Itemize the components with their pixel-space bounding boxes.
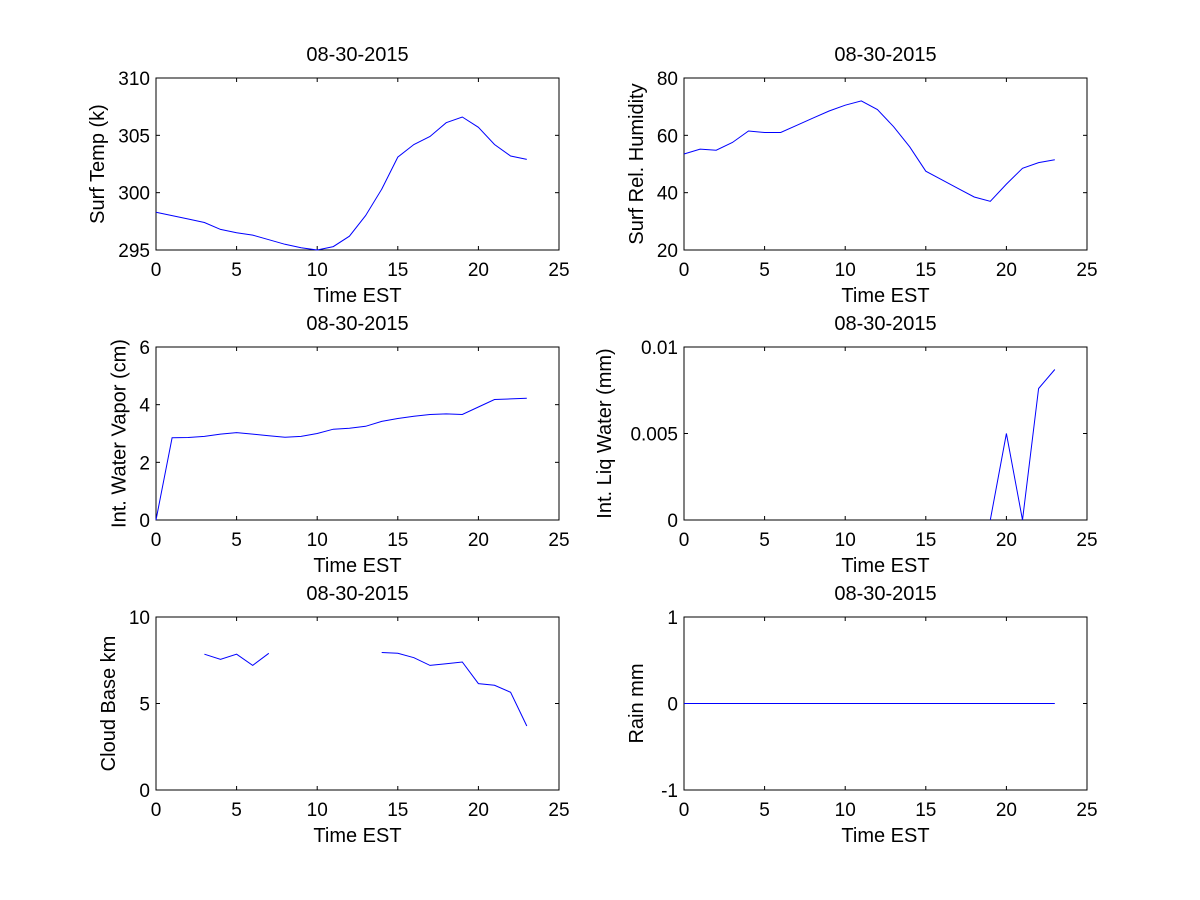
y-tick-label: 1 — [667, 608, 678, 629]
y-tick-label: -1 — [661, 781, 678, 802]
y-axis-label: Surf Rel. Humidity — [626, 83, 648, 244]
axes-frame — [155, 77, 560, 251]
x-tick-label: 15 — [915, 530, 936, 551]
y-tick-label: 0 — [667, 511, 678, 532]
y-axis-label: Int. Liq Water (mm) — [594, 348, 616, 518]
x-tick-label: 5 — [759, 800, 770, 821]
series-line — [683, 100, 1055, 202]
x-tick-label: 10 — [835, 800, 856, 821]
axes-frame — [683, 346, 1088, 521]
x-tick-label: 20 — [468, 530, 489, 551]
x-tick-label: 25 — [548, 530, 569, 551]
y-tick-label: 0 — [667, 695, 678, 716]
x-tick-label: 10 — [835, 260, 856, 281]
y-tick-label: 0.01 — [641, 338, 678, 359]
y-tick-label: 80 — [657, 69, 678, 90]
x-tick-label: 20 — [996, 260, 1017, 281]
x-tick-label: 10 — [307, 800, 328, 821]
y-tick-label: 305 — [118, 126, 150, 147]
x-tick-label: 0 — [151, 260, 162, 281]
subplot-title: 08-30-2015 — [306, 44, 408, 66]
x-tick-label: 25 — [1076, 800, 1097, 821]
subplot-2: 0 5 10 15 20 25 20 40 60 80 08-30-2015 Time EST Surf… — [626, 44, 1098, 307]
x-tick-label: 10 — [307, 260, 328, 281]
x-tick-label: 0 — [679, 530, 690, 551]
x-tick-label: 5 — [759, 530, 770, 551]
x-axis-label: Time EST — [313, 825, 401, 847]
x-tick-label: 25 — [548, 260, 569, 281]
y-tick-label: 4 — [139, 396, 150, 417]
x-tick-label: 20 — [468, 800, 489, 821]
axes-frame — [155, 346, 560, 521]
y-tick-label: 6 — [139, 338, 150, 359]
y-tick-label: 300 — [118, 184, 150, 205]
x-tick-label: 15 — [387, 260, 408, 281]
x-tick-label: 0 — [679, 260, 690, 281]
x-tick-label: 0 — [151, 800, 162, 821]
x-tick-label: 15 — [387, 800, 408, 821]
x-tick-label: 10 — [835, 530, 856, 551]
series-line — [989, 369, 1056, 521]
subplot-3: 0 5 10 15 20 25 0 2 4 6 08-30-2015 Time EST Int. Wat… — [108, 313, 569, 577]
subplot-title: 08-30-2015 — [834, 313, 936, 335]
series-line — [204, 652, 270, 667]
series-line — [155, 116, 527, 251]
y-axis-label: Cloud Base km — [98, 636, 120, 772]
subplot-title: 08-30-2015 — [834, 44, 936, 66]
x-tick-label: 15 — [387, 530, 408, 551]
y-tick-label: 0.005 — [630, 425, 678, 446]
x-axis-label: Time EST — [841, 825, 929, 847]
y-tick-label: 310 — [118, 69, 150, 90]
x-tick-label: 5 — [231, 800, 242, 821]
x-tick-label: 5 — [231, 260, 242, 281]
subplot-1: 0 5 10 15 20 25 295 300 305 310 08-30-2015 Time EST… — [87, 44, 569, 307]
y-tick-label: 5 — [139, 695, 150, 716]
y-axis-label: Int. Water Vapor (cm) — [108, 339, 130, 528]
x-tick-label: 5 — [231, 530, 242, 551]
axes-frame — [155, 616, 560, 791]
x-tick-label: 20 — [996, 800, 1017, 821]
y-tick-label: 40 — [657, 184, 678, 205]
x-tick-label: 0 — [679, 800, 690, 821]
axes-frame — [683, 77, 1088, 251]
y-tick-label: 0 — [139, 511, 150, 532]
subplot-title: 08-30-2015 — [306, 583, 408, 605]
subplot-4: 0 5 10 15 20 25 0 0.005 0.01 08-30-2015 Time EST In… — [594, 313, 1098, 577]
y-axis-label: Surf Temp (k) — [87, 104, 109, 224]
y-tick-label: 60 — [657, 126, 678, 147]
x-tick-label: 20 — [468, 260, 489, 281]
y-axis-label: Rain mm — [626, 663, 648, 743]
y-tick-label: 0 — [139, 781, 150, 802]
x-tick-label: 25 — [1076, 260, 1097, 281]
subplot-title: 08-30-2015 — [306, 313, 408, 335]
x-axis-label: Time EST — [841, 555, 929, 577]
y-tick-label: 2 — [139, 453, 150, 474]
x-tick-label: 15 — [915, 800, 936, 821]
x-tick-label: 0 — [151, 530, 162, 551]
x-tick-label: 10 — [307, 530, 328, 551]
x-tick-label: 20 — [996, 530, 1017, 551]
x-tick-label: 25 — [1076, 530, 1097, 551]
x-axis-label: Time EST — [313, 555, 401, 577]
series-line — [155, 397, 527, 521]
y-tick-label: 20 — [657, 241, 678, 262]
y-tick-label: 10 — [129, 608, 150, 629]
x-axis-label: Time EST — [313, 285, 401, 307]
y-tick-label: 295 — [118, 241, 150, 262]
series-line — [381, 652, 528, 727]
x-tick-label: 15 — [915, 260, 936, 281]
subplot-5: 0 5 10 15 20 25 0 5 10 08-30-2015 Time EST Cloud Ba… — [98, 583, 570, 847]
subplot-title: 08-30-2015 — [834, 583, 936, 605]
x-tick-label: 5 — [759, 260, 770, 281]
x-axis-label: Time EST — [841, 285, 929, 307]
x-tick-label: 25 — [548, 800, 569, 821]
